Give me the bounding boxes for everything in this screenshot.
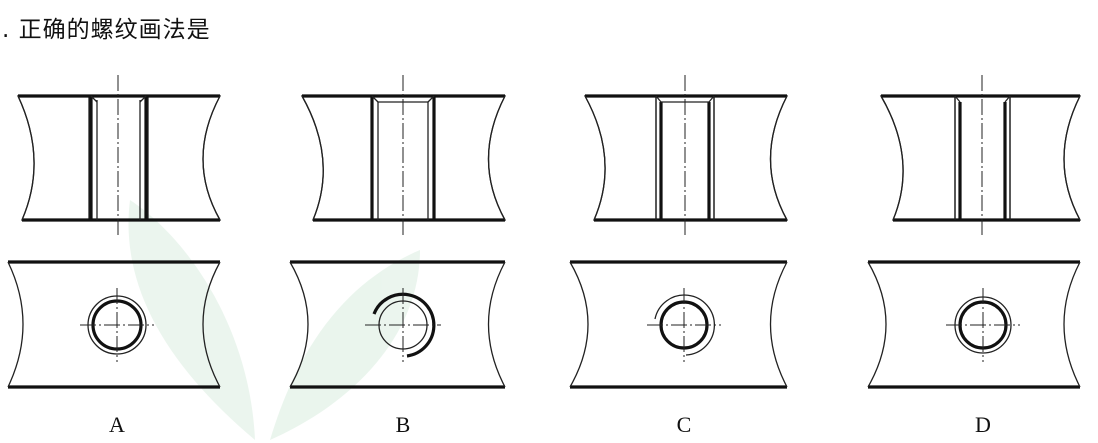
option-a-section-view [16, 75, 222, 236]
option-d-section-view [879, 75, 1082, 236]
option-b-section-view [300, 75, 507, 236]
option-c[interactable]: C [569, 75, 789, 437]
option-a-label: A [109, 412, 125, 437]
question-text: . 正确的螺纹画法是 [2, 17, 211, 43]
option-c-section-view [583, 75, 789, 236]
option-b-label: B [396, 412, 411, 437]
option-b[interactable]: B [289, 75, 507, 437]
option-c-top-view [569, 260, 788, 389]
option-d-label: D [975, 412, 991, 437]
option-d-top-view [867, 260, 1081, 389]
option-b-top-view [289, 260, 506, 389]
leaf-watermark [128, 200, 420, 440]
option-a-top-view [7, 260, 221, 389]
option-d[interactable]: D [867, 75, 1082, 437]
option-c-label: C [677, 412, 692, 437]
option-a[interactable]: A [7, 75, 222, 437]
